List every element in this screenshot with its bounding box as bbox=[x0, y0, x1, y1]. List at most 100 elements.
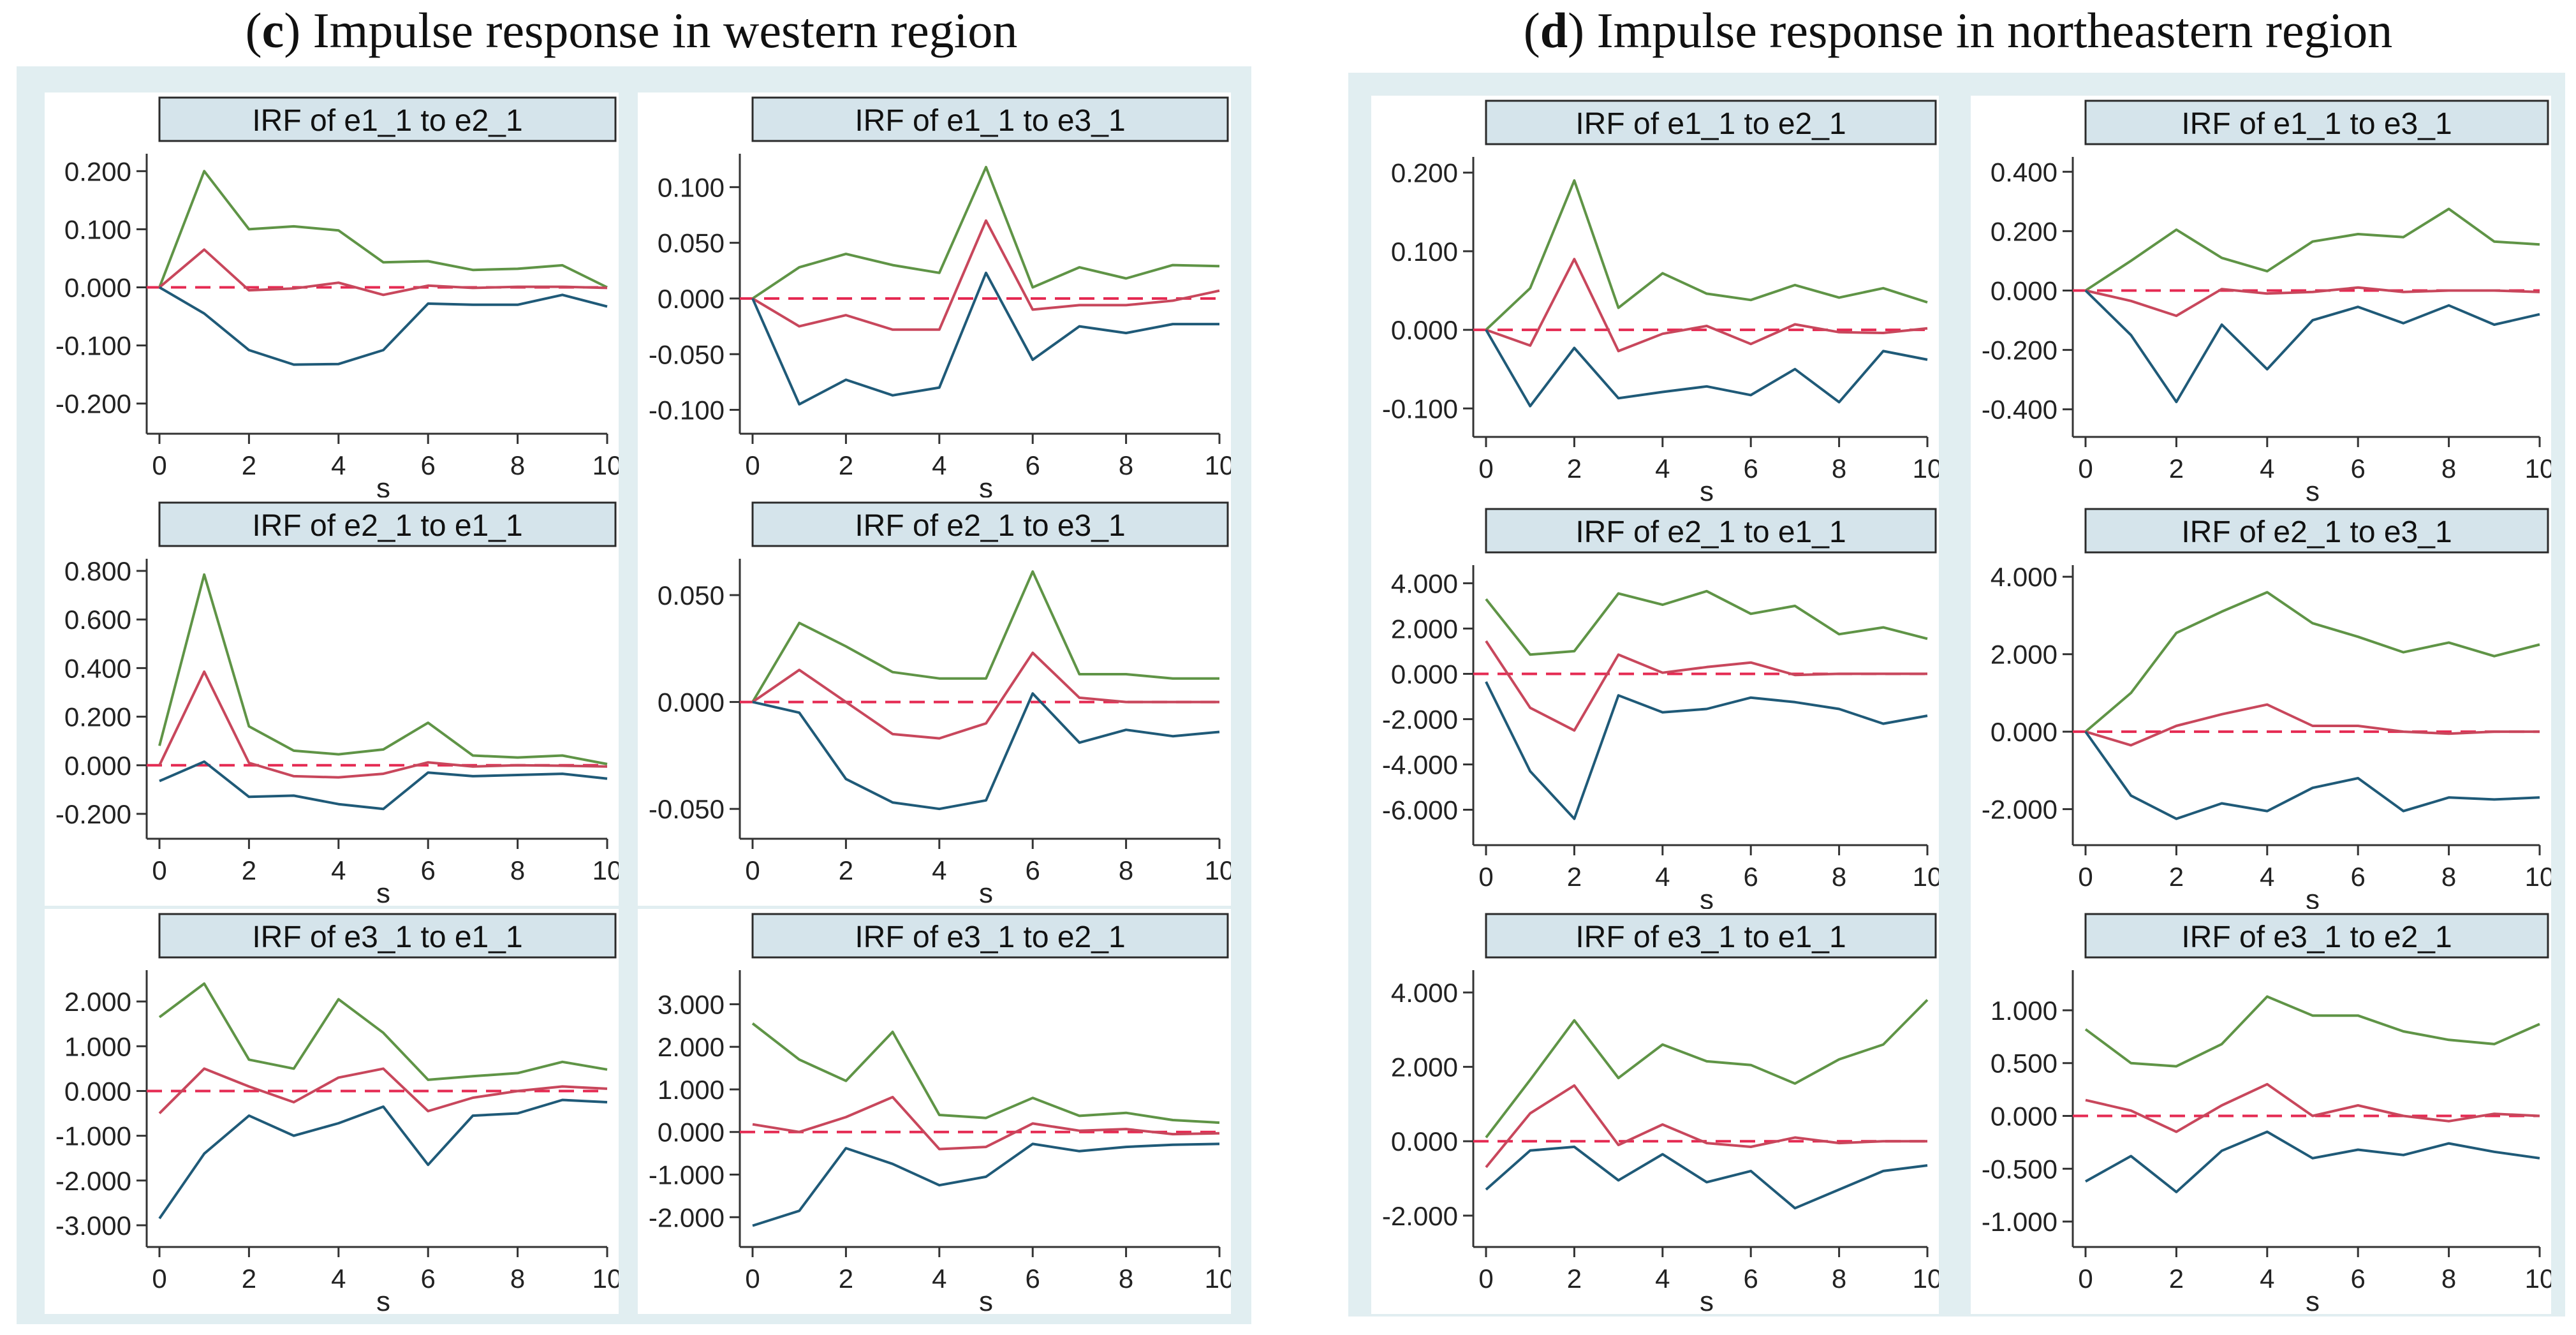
y-tick-label: 4.000 bbox=[1391, 568, 1458, 598]
x-tick-label: 6 bbox=[1026, 450, 1040, 480]
subplot-header bbox=[1485, 508, 1937, 554]
x-tick-label: 2 bbox=[2169, 454, 2184, 483]
series-irf-line bbox=[158, 1067, 608, 1114]
y-tick-label: 3.000 bbox=[658, 989, 725, 1019]
x-tick-label: 2 bbox=[839, 450, 853, 480]
x-tick-label: 2 bbox=[242, 1264, 256, 1294]
series-lower-line bbox=[2085, 1130, 2540, 1193]
series-lower-line bbox=[1485, 329, 1928, 408]
x-axis-label: s bbox=[1700, 476, 1714, 504]
x-axis-label: s bbox=[2306, 884, 2320, 912]
x-axis-label: s bbox=[1700, 1286, 1714, 1314]
x-tick-label: 2 bbox=[1567, 454, 1582, 483]
x-tick-label: 10 bbox=[1913, 862, 1939, 892]
irf-chart-d-2: IRF of e1_1 to e3_1 -0.400 -0.200 0.000 0.20… bbox=[1971, 96, 2551, 504]
subplot-header bbox=[158, 501, 617, 547]
subplot-title: IRF of e1_1 to e3_1 bbox=[2181, 107, 2452, 141]
x-tick-label: 2 bbox=[242, 450, 256, 480]
subplot-background bbox=[1971, 504, 2551, 912]
x-tick-label: 4 bbox=[1655, 454, 1670, 483]
y-tick-label: 0.050 bbox=[658, 228, 725, 258]
x-tick-label: 6 bbox=[2351, 454, 2366, 483]
y-tick-label: -0.200 bbox=[55, 799, 131, 829]
y-tick-label: 0.000 bbox=[1991, 1102, 2057, 1132]
series-upper-line bbox=[751, 570, 1219, 703]
x-tick-label: 4 bbox=[932, 1264, 946, 1294]
irf-chart-c-5: IRF of e3_1 to e1_1 -3.000 -2.000 -1.000 0.0… bbox=[45, 909, 619, 1314]
y-tick-label: 0.000 bbox=[64, 751, 131, 781]
irf-chart-d-4: IRF of e2_1 to e3_1 -2.000 0.000 2.000 4.000… bbox=[1971, 504, 2551, 912]
y-tick-label: -2.000 bbox=[55, 1166, 131, 1196]
series-irf-line bbox=[158, 248, 608, 297]
y-tick-label: 1.000 bbox=[1991, 996, 2057, 1026]
series-upper-line bbox=[1485, 179, 1928, 331]
series-irf-line bbox=[751, 219, 1220, 331]
series-upper-line bbox=[2084, 591, 2540, 733]
series-irf-line bbox=[2085, 703, 2540, 747]
panel-c-title: (c) Impulse response in western region bbox=[245, 3, 1018, 58]
irf-chart-d-6: IRF of e3_1 to e2_1 -1.000 -0.500 0.000 0.50… bbox=[1971, 909, 2551, 1314]
irf-chart-d-3: IRF of e2_1 to e1_1 -6.000 -4.000 -2.000 0.0… bbox=[1371, 504, 1939, 912]
y-tick-label: 0.000 bbox=[1391, 315, 1458, 345]
y-tick-label: 0.400 bbox=[1991, 157, 2057, 187]
subplot-header bbox=[158, 913, 617, 959]
x-axis-label: s bbox=[376, 1286, 390, 1314]
x-tick-label: 8 bbox=[2441, 1264, 2456, 1294]
y-tick-label: -0.200 bbox=[1982, 336, 2057, 365]
x-tick-label: 4 bbox=[2260, 454, 2274, 483]
series-irf-line bbox=[2085, 1082, 2540, 1133]
subplot-title: IRF of e3_1 to e2_1 bbox=[855, 920, 1125, 954]
x-tick-label: 6 bbox=[1744, 454, 1758, 483]
y-tick-label: -2.000 bbox=[1382, 704, 1458, 734]
series-irf-line bbox=[1485, 258, 1928, 353]
x-tick-label: 10 bbox=[592, 855, 619, 885]
y-tick-label: 0.100 bbox=[64, 214, 131, 244]
y-tick-label: -1.000 bbox=[649, 1160, 725, 1190]
x-tick-label: 0 bbox=[152, 1264, 166, 1294]
subplot-background bbox=[1371, 96, 1939, 504]
x-tick-label: 0 bbox=[1478, 454, 1493, 483]
subplot-title: IRF of e1_1 to e2_1 bbox=[1575, 107, 1846, 141]
subplot-title: IRF of e2_1 to e1_1 bbox=[1575, 515, 1846, 549]
irf-chart-c-2: IRF of e1_1 to e3_1 -0.100 -0.050 0.000 0.05… bbox=[638, 92, 1231, 501]
x-tick-label: 8 bbox=[1832, 1264, 1846, 1294]
series-lower-line bbox=[158, 286, 608, 366]
series-lower-line bbox=[2084, 290, 2540, 404]
x-tick-label: 10 bbox=[2525, 862, 2551, 892]
y-tick-label: -0.200 bbox=[55, 389, 131, 419]
irf-chart-d-5: IRF of e3_1 to e1_1 -2.000 0.000 2.000 4.000… bbox=[1371, 909, 1939, 1314]
y-tick-label: -3.000 bbox=[55, 1211, 131, 1241]
series-lower-line bbox=[752, 1142, 1220, 1227]
x-tick-label: 6 bbox=[421, 450, 436, 480]
subplot-background bbox=[1971, 96, 2551, 504]
subplot-background bbox=[638, 909, 1231, 1314]
series-lower-line bbox=[751, 271, 1219, 406]
x-axis-label: s bbox=[376, 878, 390, 906]
y-tick-label: 0.050 bbox=[658, 580, 725, 610]
y-tick-label: 0.000 bbox=[64, 273, 131, 303]
y-tick-label: 0.000 bbox=[658, 688, 725, 718]
series-irf-line bbox=[1485, 640, 1927, 732]
panel-d-title-text: Impulse response in northeastern region bbox=[1596, 3, 2393, 58]
subplot-title: IRF of e2_1 to e3_1 bbox=[855, 509, 1125, 543]
series-irf-line bbox=[752, 1096, 1220, 1151]
y-tick-label: 0.500 bbox=[1991, 1049, 2057, 1079]
x-tick-label: 6 bbox=[1026, 855, 1040, 885]
series-lower-line bbox=[1485, 681, 1928, 820]
x-tick-label: 8 bbox=[1119, 1264, 1133, 1294]
subplot-header bbox=[2084, 913, 2549, 959]
series-irf-line bbox=[751, 651, 1219, 740]
y-tick-label: -4.000 bbox=[1382, 749, 1458, 779]
y-tick-label: 2.000 bbox=[658, 1032, 725, 1062]
x-tick-label: 2 bbox=[839, 1264, 853, 1294]
series-upper-line bbox=[2084, 995, 2540, 1068]
subplot-title: IRF of e3_1 to e2_1 bbox=[2181, 920, 2452, 954]
subplot-title: IRF of e1_1 to e3_1 bbox=[855, 104, 1125, 138]
x-tick-label: 10 bbox=[1913, 1264, 1939, 1294]
subplot-header bbox=[1485, 913, 1937, 959]
y-tick-label: 0.000 bbox=[1991, 276, 2057, 306]
y-tick-label: 2.000 bbox=[1391, 1052, 1458, 1082]
y-tick-label: 2.000 bbox=[64, 987, 131, 1017]
y-tick-label: -6.000 bbox=[1382, 795, 1458, 825]
series-lower-line bbox=[158, 1098, 608, 1220]
